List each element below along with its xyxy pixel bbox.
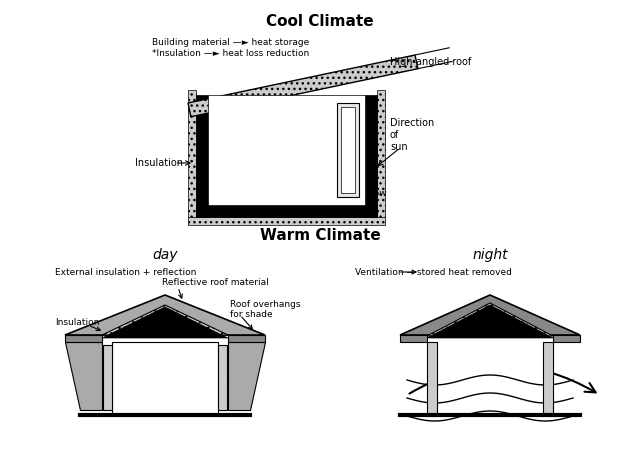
Text: Insulation: Insulation (55, 318, 99, 327)
Polygon shape (553, 335, 580, 342)
Polygon shape (102, 307, 228, 338)
Bar (337, 103, 359, 197)
Polygon shape (228, 335, 265, 342)
Polygon shape (228, 342, 265, 410)
Bar (365, 95, 377, 217)
Text: Window: Window (195, 378, 230, 387)
Polygon shape (65, 342, 102, 410)
Polygon shape (65, 335, 102, 342)
Bar (427, 342, 553, 415)
Polygon shape (188, 55, 418, 117)
Text: Warm Climate: Warm Climate (260, 228, 380, 243)
Polygon shape (427, 303, 553, 336)
Text: Cool Climate: Cool Climate (266, 14, 374, 29)
Text: Window: Window (352, 189, 388, 198)
Polygon shape (427, 305, 553, 338)
Text: Insulation: Insulation (135, 158, 183, 168)
Text: *Insulation —► heat loss reduction: *Insulation —► heat loss reduction (152, 49, 309, 58)
Text: Building material —► heat storage: Building material —► heat storage (152, 38, 309, 47)
Bar (377, 90, 385, 217)
Text: Direction
of
sun: Direction of sun (390, 119, 435, 152)
Bar (543, 342, 553, 415)
Bar (427, 342, 437, 415)
Text: High-angled roof: High-angled roof (390, 57, 471, 67)
Bar (112, 342, 218, 415)
Text: Ventilation → stored heat removed: Ventilation → stored heat removed (355, 268, 512, 277)
Text: Windows closed
and covered: Windows closed and covered (115, 365, 188, 384)
Bar (208, 95, 365, 205)
Bar (196, 205, 377, 217)
Polygon shape (102, 305, 228, 335)
Text: night: night (472, 248, 508, 262)
Polygon shape (65, 295, 265, 335)
Bar (218, 345, 227, 410)
Bar (341, 107, 355, 193)
Bar (103, 345, 112, 410)
Bar (188, 217, 385, 225)
Polygon shape (400, 295, 580, 335)
Text: Windows open: Windows open (430, 390, 496, 399)
Bar (196, 95, 208, 217)
Polygon shape (400, 335, 427, 342)
Text: Reflective roof material: Reflective roof material (162, 278, 269, 287)
Text: day: day (152, 248, 178, 262)
Bar (188, 90, 196, 217)
Text: External insulation + reflection: External insulation + reflection (55, 268, 196, 277)
Text: Roof overhangs
for shade: Roof overhangs for shade (230, 300, 301, 319)
Text: Thermal
building
material: Thermal building material (237, 138, 278, 171)
